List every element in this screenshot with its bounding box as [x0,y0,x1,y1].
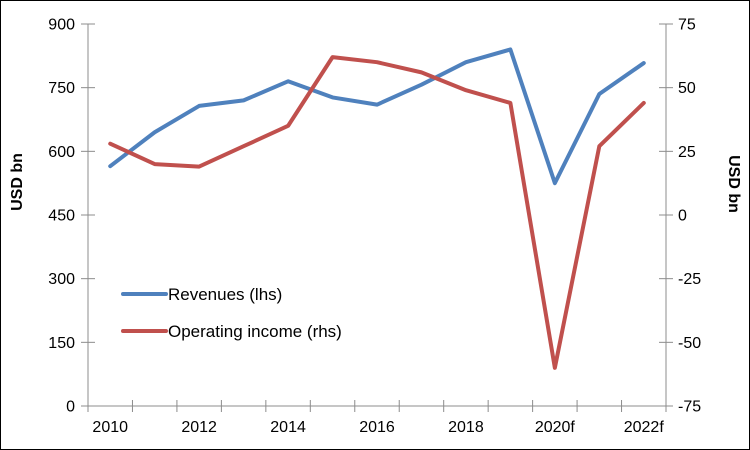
right-axis-tick-label: -75 [678,399,701,416]
left-axis-tick-label: 900 [48,17,75,34]
operating-income-line [108,55,646,370]
left-axis-tick-label: 600 [48,144,75,161]
x-axis-tick-label: 2010 [92,419,128,436]
right-axis-tick-label: -50 [678,335,701,352]
right-axis-tick-label: 0 [678,208,687,225]
right-axis-tick-label: 25 [678,144,696,161]
x-axis-tick-label: 2018 [448,419,484,436]
x-axis-tick-label: 2016 [359,419,395,436]
legend-label-revenues: Revenues (lhs) [168,285,282,304]
right-axis-tick-label: -25 [678,271,701,288]
left-axis-tick-label: 0 [66,399,75,416]
right-axis-title: USD bn [725,155,742,213]
left-axis-tick-label: 750 [48,80,75,97]
right-axis-tick-label: 50 [678,80,696,97]
x-axis-tick-label: 2020f [535,419,576,436]
x-axis-tick-label: 2014 [270,419,306,436]
legend-label-operating-income: Operating income (rhs) [168,322,342,341]
left-axis-tick-label: 450 [48,208,75,225]
left-axis-tick-label: 150 [48,335,75,352]
x-axis-tick-label: 2012 [181,419,217,436]
left-axis-tick-label: 300 [48,271,75,288]
left-axis-title: USD bn [9,153,26,211]
right-axis-tick-label: 75 [678,17,696,34]
x-axis-tick-label: 2022f [624,419,665,436]
revenues-line [108,47,646,186]
